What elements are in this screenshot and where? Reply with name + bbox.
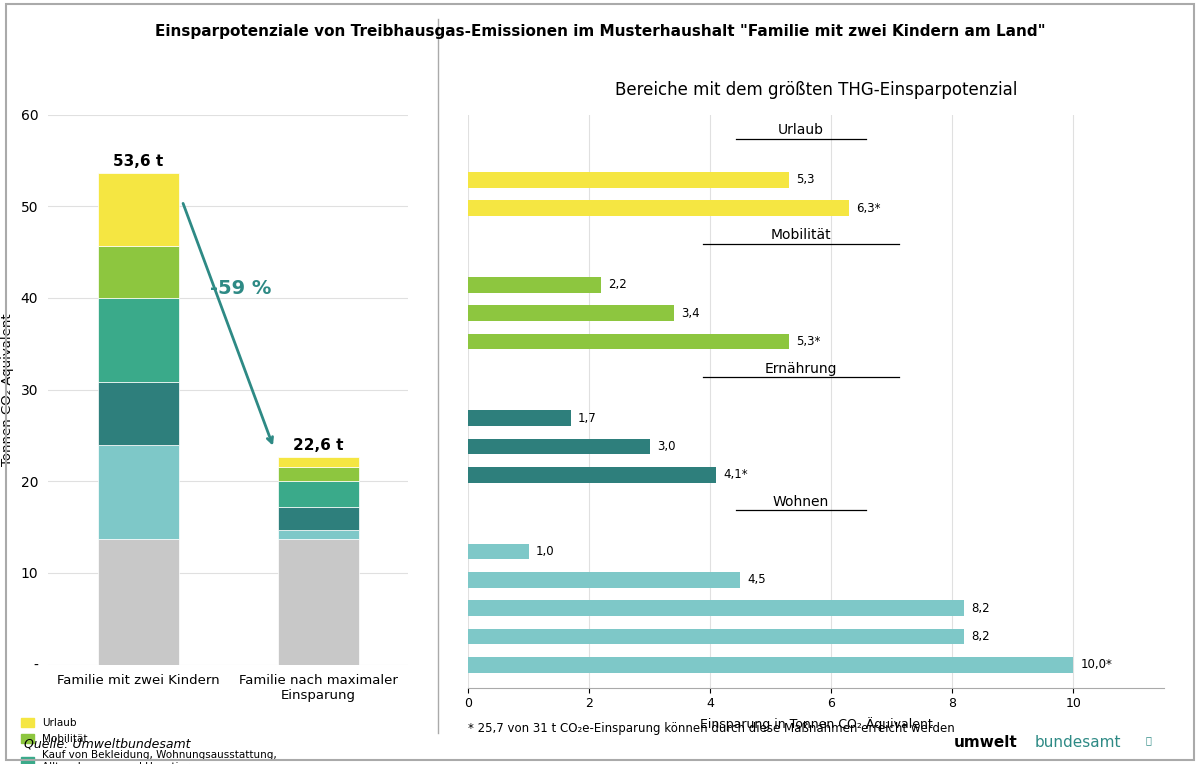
Text: Wohnen: Wohnen xyxy=(773,495,829,509)
Bar xyxy=(468,439,649,455)
Bar xyxy=(468,277,601,293)
Text: 22,6 t: 22,6 t xyxy=(293,438,343,453)
Bar xyxy=(97,445,179,539)
Text: Ernährung: Ernährung xyxy=(764,361,838,376)
Text: -59 %: -59 % xyxy=(210,280,271,298)
Bar xyxy=(277,539,359,665)
Bar xyxy=(468,601,965,616)
Bar xyxy=(97,173,179,246)
Text: Ⓤ: Ⓤ xyxy=(1146,735,1152,745)
Bar xyxy=(97,382,179,445)
Bar xyxy=(468,306,673,321)
Text: umwelt: umwelt xyxy=(954,735,1018,750)
Y-axis label: Tonnen CO₂ Äquivalent: Tonnen CO₂ Äquivalent xyxy=(0,313,13,466)
Bar xyxy=(468,544,528,559)
Text: 1,7: 1,7 xyxy=(578,412,596,425)
Text: * 25,7 von 31 t CO₂e-Einsparung können durch diese Maßnahmen erreicht werden: * 25,7 von 31 t CO₂e-Einsparung können d… xyxy=(468,722,955,735)
Text: 4,1*: 4,1* xyxy=(724,468,748,481)
Text: 3,0: 3,0 xyxy=(656,440,676,453)
Text: 8,2: 8,2 xyxy=(972,630,990,643)
Title: Bereiche mit dem größten THG-Einsparpotenzial: Bereiche mit dem größten THG-Einsparpote… xyxy=(614,81,1018,99)
Text: Einsparpotenziale von Treibhausgas-Emissionen im Musterhaushalt "Familie mit zwe: Einsparpotenziale von Treibhausgas-Emiss… xyxy=(155,24,1045,40)
Text: 5,3: 5,3 xyxy=(796,173,815,186)
Bar xyxy=(97,298,179,382)
Text: bundesamt: bundesamt xyxy=(1034,735,1121,750)
Bar xyxy=(468,172,788,188)
Bar xyxy=(97,539,179,665)
Text: 53,6 t: 53,6 t xyxy=(113,154,163,169)
Legend: Urlaub, Mobilität, Kauf von Bekleidung, Wohnungsausstattung,
Alltagskonsum und H: Urlaub, Mobilität, Kauf von Bekleidung, … xyxy=(17,714,281,764)
Text: 3,4: 3,4 xyxy=(682,306,700,319)
Bar xyxy=(97,246,179,298)
X-axis label: Einsparung in Tonnen CO₂ Äquivalent: Einsparung in Tonnen CO₂ Äquivalent xyxy=(700,717,932,731)
Text: 6,3*: 6,3* xyxy=(857,202,881,215)
Bar xyxy=(277,458,359,467)
Text: Urlaub: Urlaub xyxy=(778,123,824,138)
Bar xyxy=(277,467,359,481)
Text: Quelle: Umweltbundesamt: Quelle: Umweltbundesamt xyxy=(24,737,191,750)
Text: Mobilität: Mobilität xyxy=(770,228,832,242)
Bar xyxy=(468,657,1073,673)
Bar xyxy=(468,629,965,644)
Bar xyxy=(277,530,359,539)
Bar xyxy=(468,467,716,483)
Text: 5,3*: 5,3* xyxy=(796,335,821,348)
Bar xyxy=(468,334,788,349)
Text: 10,0*: 10,0* xyxy=(1080,659,1112,672)
Text: 4,5: 4,5 xyxy=(748,573,767,586)
Text: 8,2: 8,2 xyxy=(972,602,990,615)
Bar xyxy=(468,200,850,216)
Text: 2,2: 2,2 xyxy=(608,278,628,291)
Bar xyxy=(468,410,571,426)
Text: 1,0: 1,0 xyxy=(535,545,554,558)
Bar xyxy=(468,572,740,588)
Bar xyxy=(277,507,359,530)
Bar xyxy=(277,481,359,507)
